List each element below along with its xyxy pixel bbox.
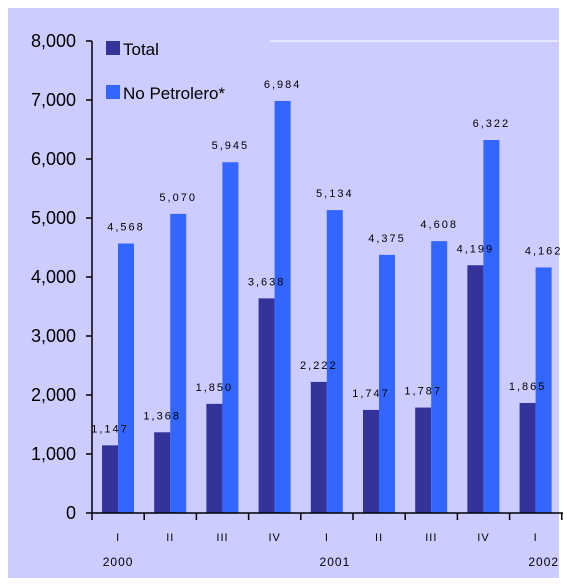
y-tick-label: 5,000 [31,208,76,228]
y-tick-label: 1,000 [31,444,76,464]
data-label-total-6: 1,787 [404,386,442,398]
y-tick-label: 0 [66,503,76,523]
bar-total-0 [102,445,118,513]
year-label-2000: 2000 [103,555,134,569]
legend-swatch-no-petrolero [106,85,120,99]
bar-no-petrolero-3 [274,100,291,513]
x-tick-label: IV [268,532,280,544]
year-label-2001: 2001 [320,555,351,569]
bar-total-1 [154,432,171,513]
legend-label-no-petrolero: No Petrolero* [123,84,225,103]
data-label-total-2: 1,850 [196,382,234,394]
data-label-total-7: 4,199 [457,243,495,255]
x-tick-label: II [375,532,383,544]
legend-label-total: Total [123,40,159,59]
data-label-no-petrolero-3: 6,984 [264,79,302,91]
y-axis: 0 1,000 2,000 3,000 4,000 5,000 6,000 7,000 8,00… [31,31,93,523]
year-label-2002: 2002 [528,555,559,569]
y-tick-label: 6,000 [31,149,76,169]
x-tick-label: III [425,532,437,544]
data-label-total-1: 1,368 [143,410,181,422]
data-label-no-petrolero-8: 4,162 [525,245,563,257]
bar-total-4 [310,381,327,513]
y-tick-label: 8,000 [31,31,76,51]
legend: Total No Petrolero* [106,40,225,103]
y-tick-label: 4,000 [31,267,76,287]
y-tick-label: 3,000 [31,326,76,346]
data-label-no-petrolero-5: 4,375 [368,233,406,245]
data-label-total-0: 1,147 [91,423,129,435]
x-tick-label: I [534,532,538,544]
bar-total-3 [258,298,275,513]
bar-total-2 [206,403,223,513]
data-label-total-4: 2,222 [300,360,338,372]
y-tick-label: 2,000 [31,385,76,405]
data-label-no-petrolero-2: 5,945 [212,140,250,152]
data-label-no-petrolero-7: 6,322 [473,118,511,130]
bars-group [102,100,552,514]
bar-no-petrolero-8 [535,267,552,513]
bar-total-5 [363,409,379,513]
data-label-no-petrolero-4: 5,134 [316,188,354,200]
data-label-total-5: 1,747 [352,388,390,400]
bar-total-8 [519,402,536,513]
data-labels-group: 1,147 4,568 1,368 5,070 1,850 5,945 3,638 6,984… [91,79,563,435]
data-label-total-3: 3,638 [248,276,286,288]
bar-no-petrolero-7 [483,140,500,513]
bar-no-petrolero-0 [118,243,134,513]
bar-no-petrolero-5 [379,254,395,513]
data-label-no-petrolero-0: 4,568 [107,221,145,233]
bar-no-petrolero-1 [170,213,187,513]
data-label-total-8: 1,865 [509,381,547,393]
data-label-no-petrolero-6: 4,608 [420,219,458,231]
x-tick-label: IV [477,532,489,544]
bar-no-petrolero-4 [326,210,343,513]
x-tick-label: I [116,532,120,544]
x-tick-label: II [166,532,174,544]
bar-total-7 [467,265,484,513]
y-tick-label: 7,000 [31,90,76,110]
bar-no-petrolero-2 [222,162,239,513]
x-tick-label: III [216,532,228,544]
x-tick-label: I [325,532,329,544]
data-label-no-petrolero-1: 5,070 [159,192,197,204]
legend-swatch-total [106,41,120,55]
bar-no-petrolero-6 [431,241,448,514]
bar-total-6 [415,407,432,513]
